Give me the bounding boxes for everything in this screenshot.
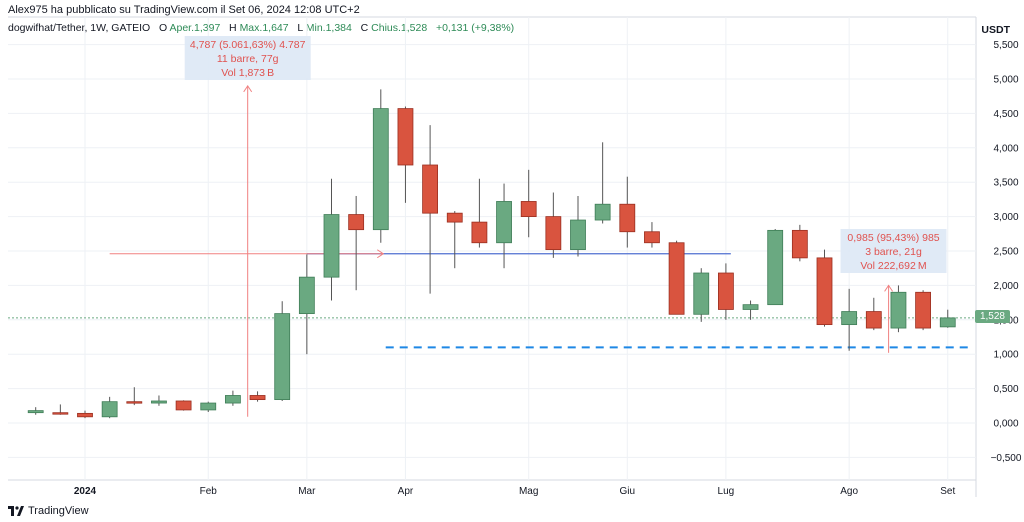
- candle-body: [718, 272, 734, 310]
- candle-body: [397, 108, 414, 166]
- candle-body: [200, 402, 217, 411]
- candle-body: [545, 216, 562, 251]
- x-tick-label: Lug: [718, 486, 735, 497]
- ohlc-close-label: C: [360, 22, 369, 34]
- measure-label: 11 barre, 77g: [217, 53, 279, 65]
- tradingview-logo-icon: [8, 506, 24, 516]
- measure-label: Vol 222,692 M: [860, 260, 926, 272]
- symbol-name: dogwifhat/Tether, 1W, GATEIO: [8, 22, 151, 34]
- candle-body: [644, 231, 660, 244]
- y-tick-label: 0,500: [993, 384, 1018, 395]
- y-tick-label: 3,000: [993, 212, 1018, 223]
- measure-box: [184, 36, 311, 80]
- measure-label: 3 barre, 21g: [865, 246, 922, 258]
- y-tick-label: −0,500: [991, 453, 1022, 464]
- candle-body: [668, 242, 685, 315]
- candle-body: [570, 219, 586, 251]
- measure-arrow-head: [884, 284, 894, 292]
- ohlc-low: Min.1,384: [305, 22, 352, 34]
- candle-body: [27, 410, 44, 414]
- candle-body: [126, 401, 143, 404]
- measure-label: 4,787 (5.061,63%) 4.787: [190, 39, 306, 51]
- candle-body: [175, 400, 192, 411]
- x-tick-label: Apr: [398, 486, 414, 497]
- ohlc-change: +0,131 (+9,38%): [435, 22, 515, 34]
- candle-body: [693, 272, 710, 315]
- measure-box: [840, 229, 947, 273]
- measure-label: 0,985 (95,43%) 985: [847, 232, 939, 244]
- y-tick-label: 0,000: [993, 419, 1018, 430]
- y-tick-label: 5,500: [993, 40, 1018, 51]
- last-price-tag: 1,528: [974, 309, 1010, 323]
- x-tick-label: Set: [940, 486, 955, 497]
- ohlc-high: Max.1,647: [239, 22, 289, 34]
- candle-body: [767, 229, 784, 306]
- y-tick-label: 2,500: [993, 247, 1018, 258]
- measure-arrow-head: [243, 84, 253, 93]
- x-tick-label: Ago: [840, 486, 858, 497]
- ohlc-low-label: L: [297, 22, 303, 34]
- published-caption: Alex975 ha pubblicato su TradingView.com…: [8, 4, 360, 16]
- footer-brand: TradingView: [8, 505, 89, 517]
- x-tick-label: Giu: [620, 486, 636, 497]
- candle-body: [77, 412, 93, 418]
- candle-body: [520, 201, 537, 218]
- candle-body: [791, 229, 808, 259]
- candle-body: [224, 395, 241, 404]
- symbol-legend: dogwifhat/Tether, 1W, GATEIO O Aper.1,39…: [8, 22, 514, 34]
- candle-body: [594, 203, 611, 221]
- candle-body: [915, 291, 931, 329]
- candle-body: [249, 395, 266, 401]
- ohlc-close: Chius.1,528: [371, 22, 428, 34]
- y-tick-label: 2,000: [993, 281, 1018, 292]
- x-tick-label: Feb: [200, 486, 218, 497]
- candle-body: [471, 221, 488, 244]
- candle-body: [742, 304, 759, 310]
- brand-name: TradingView: [28, 505, 89, 517]
- y-tick-label: 4,000: [993, 143, 1018, 154]
- y-tick-label: 4,500: [993, 109, 1018, 120]
- x-tick-label: 2024: [74, 486, 97, 497]
- candle-body: [101, 401, 118, 418]
- candle-body: [841, 311, 858, 326]
- candle-body: [496, 201, 512, 244]
- y-tick-label: 1,000: [993, 350, 1018, 361]
- candle-body: [52, 412, 69, 415]
- x-tick-label: Mag: [519, 486, 538, 497]
- ohlc-open-label: O: [158, 22, 168, 34]
- candle-body: [348, 214, 365, 231]
- ohlc-open: Aper.1,397: [169, 22, 221, 34]
- candle-body: [939, 317, 956, 328]
- candle-body: [151, 400, 167, 404]
- y-tick-label: 3,500: [993, 178, 1018, 189]
- candle-body: [323, 214, 340, 278]
- candle-body: [446, 212, 463, 223]
- y-tick-label: 5,000: [993, 75, 1018, 86]
- candle-body: [422, 164, 439, 214]
- candle-body: [274, 313, 291, 401]
- ohlc-high-label: H: [229, 22, 237, 34]
- measure-arrow-head: [376, 249, 385, 259]
- candle-body: [816, 257, 833, 326]
- candle-body: [619, 203, 636, 233]
- candle-body: [890, 291, 907, 329]
- measure-label: Vol 1,873 B: [221, 67, 274, 79]
- candle-body: [865, 311, 882, 329]
- candle-body: [372, 108, 389, 231]
- candle-body: [298, 276, 315, 315]
- currency-unit: USDT: [981, 24, 1010, 36]
- x-tick-label: Mar: [298, 486, 316, 497]
